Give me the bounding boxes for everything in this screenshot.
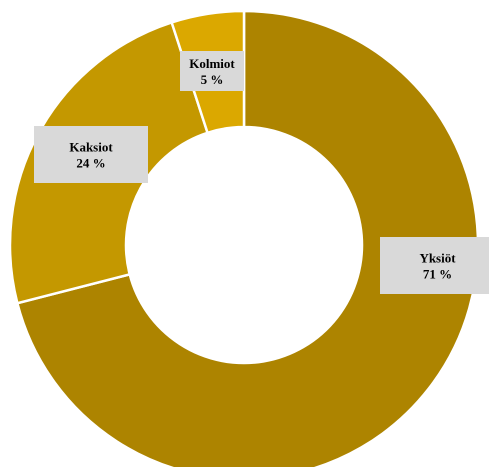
data-label-value-kolmiot: 5 % <box>201 72 224 87</box>
data-label-category-yksi-t: Yksiöt <box>419 251 456 266</box>
data-label-value-yksi-t: 71 % <box>423 267 452 282</box>
data-label-box-yksi-t <box>380 237 489 294</box>
data-label-value-kaksiot: 24 % <box>76 156 105 171</box>
data-label-category-kaksiot: Kaksiot <box>69 140 113 155</box>
donut-slice-yksi-t <box>15 9 480 467</box>
data-label-category-kolmiot: Kolmiot <box>189 56 235 71</box>
data-label-box-kaksiot <box>34 126 148 183</box>
data-label-box-kolmiot <box>180 51 244 91</box>
